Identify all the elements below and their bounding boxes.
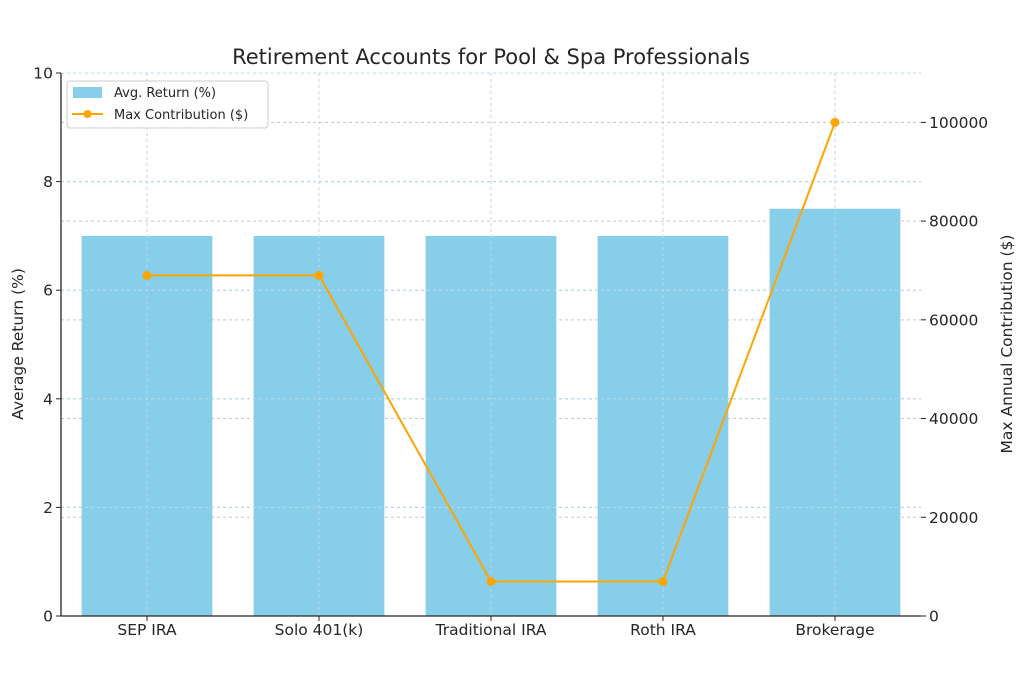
axes: 0 2 4 6 8 10 0 20000 40000 60000 80000 100000 SEP IR… — [33, 65, 988, 640]
line-series — [142, 117, 840, 586]
tick-label-right: 80000 — [929, 213, 978, 231]
y-axis-left-label: Average Return (%) — [9, 268, 27, 420]
bar — [597, 235, 729, 616]
tick-label-left: 4 — [43, 390, 53, 408]
tick-label-left: 6 — [43, 282, 53, 300]
line-marker — [486, 576, 496, 586]
tick-label-left: 10 — [33, 65, 53, 83]
tick-label-left: 0 — [43, 608, 53, 626]
bar — [425, 235, 557, 616]
legend-label-max-contribution: Max Contribution ($) — [114, 108, 248, 123]
legend-bar-swatch — [73, 87, 102, 98]
legend-marker-icon — [83, 110, 92, 118]
tick-label-x: Roth IRA — [630, 621, 696, 639]
tick-label-right: 0 — [929, 608, 939, 626]
line-marker — [830, 117, 840, 127]
tick-label-right: 60000 — [929, 311, 978, 329]
bar — [253, 235, 385, 616]
tick-label-x: Brokerage — [795, 621, 874, 639]
bar-series — [61, 72, 921, 617]
tick-label-right: 100000 — [929, 114, 988, 132]
chart-title: Retirement Accounts for Pool & Spa Profe… — [232, 45, 750, 69]
legend: Avg. Return (%) Max Contribution ($) — [66, 80, 269, 129]
y-axis-right-label: Max Annual Contribution ($) — [998, 235, 1016, 454]
legend-label-avg-return: Avg. Return (%) — [114, 86, 216, 101]
tick-label-right: 40000 — [929, 410, 978, 428]
bar — [81, 235, 213, 616]
line-marker — [658, 576, 668, 586]
tick-label-right: 20000 — [929, 509, 978, 527]
tick-label-left: 8 — [43, 173, 53, 191]
tick-label-x: SEP IRA — [117, 621, 177, 639]
tick-label-x: Traditional IRA — [435, 621, 547, 639]
legend-frame — [66, 80, 269, 129]
tick-label-left: 2 — [43, 499, 53, 517]
line-marker — [142, 270, 152, 280]
tick-label-x: Solo 401(k) — [275, 621, 364, 639]
line-marker — [314, 270, 324, 280]
